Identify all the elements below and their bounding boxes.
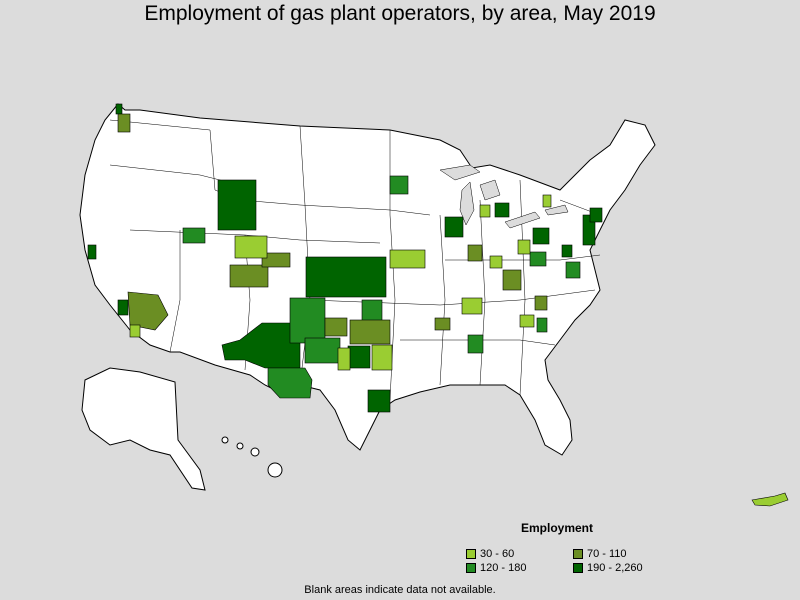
alaska-outline [81, 367, 206, 491]
area-texas-panhandle [289, 297, 326, 344]
area-ohio-north [517, 239, 531, 255]
area-oklahoma-east [349, 319, 391, 345]
area-texas-central [304, 337, 341, 364]
area-west-virginia [534, 295, 548, 311]
legend-label: 30 - 60 [480, 548, 515, 560]
area-colorado [229, 264, 269, 288]
area-arizona [127, 291, 169, 331]
area-iowa [389, 249, 426, 269]
area-wyoming [217, 179, 257, 231]
footnote: Blank areas indicate data not available. [304, 584, 496, 596]
area-arizona-south [129, 324, 141, 338]
employment-areas [87, 103, 789, 507]
area-georgia [519, 314, 535, 328]
area-kansas [305, 256, 387, 298]
area-pennsylvania [532, 227, 550, 245]
great-lakes [439, 164, 569, 229]
area-kentucky [502, 269, 522, 291]
area-illinois [444, 216, 464, 238]
area-california-bay [87, 244, 97, 260]
legend-item-120-180: 120 - 180 [466, 562, 526, 574]
legend-swatch [466, 549, 476, 559]
area-texas-mid [337, 347, 351, 371]
hawaii-outline [221, 436, 283, 478]
legend-item-30-60: 30 - 60 [466, 548, 514, 560]
area-maryland [561, 244, 573, 258]
map-title: Employment of gas plant operators, by ar… [144, 2, 656, 25]
area-texas-east [347, 345, 371, 369]
legend-label: 120 - 180 [480, 562, 527, 574]
area-colorado-north-east [234, 235, 268, 259]
legend-item-70-110: 70 - 110 [573, 548, 627, 560]
legend-swatch [466, 563, 476, 573]
area-tennessee [461, 297, 483, 315]
area-california-la [117, 299, 129, 316]
area-minnesota [389, 175, 409, 195]
area-oklahoma-west [324, 317, 348, 337]
legend-title: Employment [521, 521, 594, 535]
area-washington-nw [117, 113, 131, 133]
area-new-york-west [542, 194, 552, 208]
area-texas-gulf [367, 389, 391, 413]
area-louisiana [467, 334, 484, 354]
area-illinois-south [489, 255, 503, 269]
area-indiana [467, 244, 483, 262]
legend-item-190-2260: 190 - 2,260 [573, 562, 643, 574]
area-new-jersey [582, 214, 596, 246]
area-michigan-west [479, 204, 491, 218]
legend-label: 190 - 2,260 [587, 562, 643, 574]
area-new-york [589, 207, 603, 223]
area-colorado-north [261, 252, 291, 268]
area-washington [115, 103, 123, 115]
area-utah [182, 227, 206, 244]
area-north-carolina [536, 317, 548, 333]
area-michigan [494, 202, 510, 218]
area-virginia [565, 261, 581, 279]
legend-swatch [573, 563, 583, 573]
legend-swatch [573, 549, 583, 559]
area-texas-dallas [371, 344, 393, 371]
area-arkansas [434, 317, 451, 331]
area-west-texas [267, 367, 313, 399]
legend-label: 70 - 110 [587, 548, 627, 560]
area-puerto-rico [751, 492, 789, 507]
area-ohio [529, 251, 547, 267]
